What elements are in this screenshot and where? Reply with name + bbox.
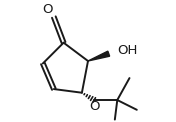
Text: O: O (89, 100, 99, 113)
Polygon shape (88, 51, 110, 61)
Text: O: O (42, 3, 53, 16)
Text: OH: OH (117, 44, 138, 56)
